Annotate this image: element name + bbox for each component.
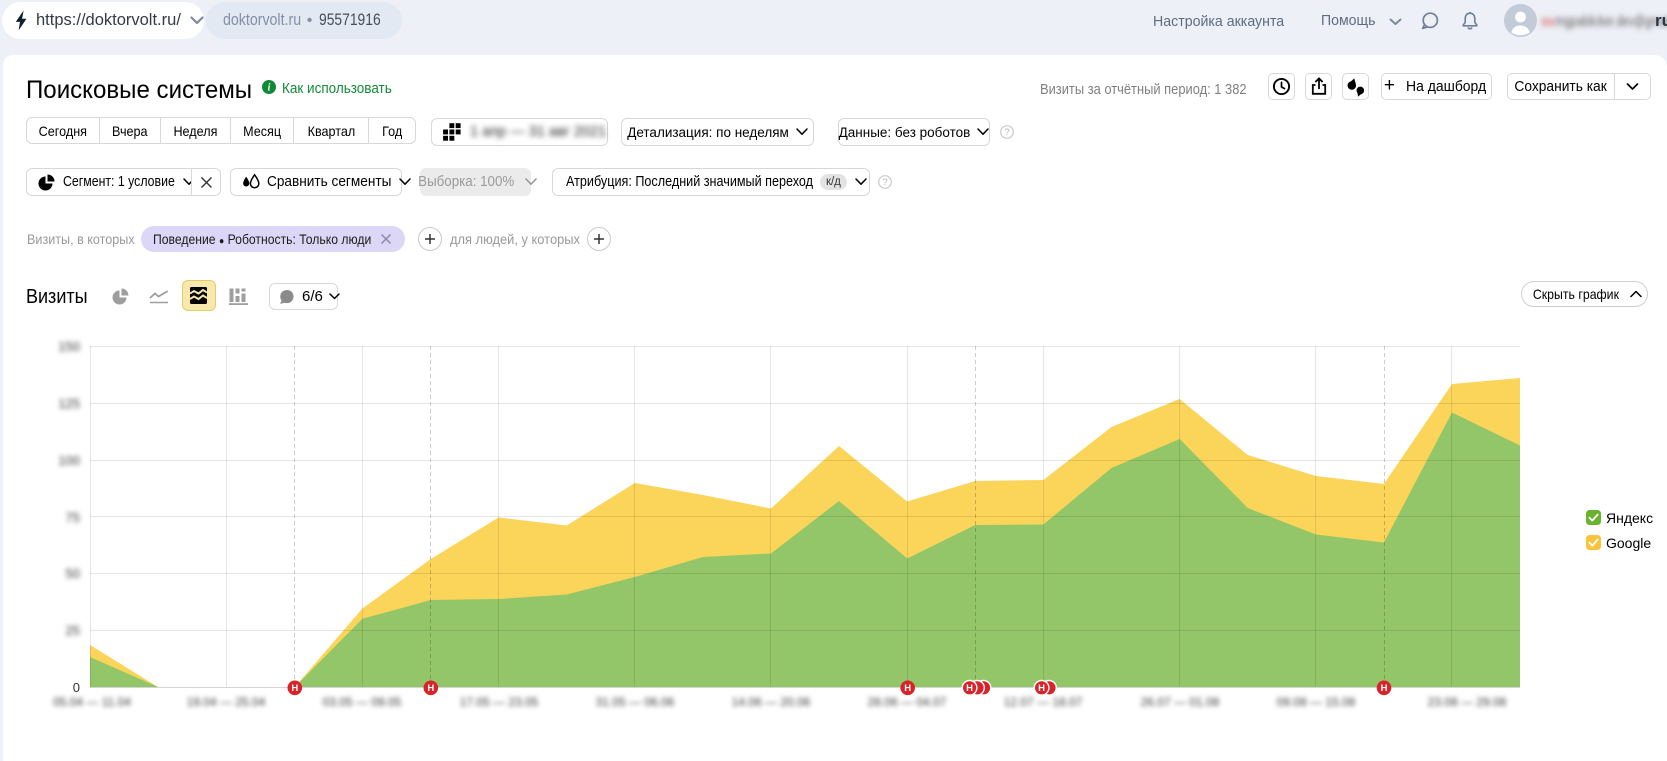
svg-text:Н: Н <box>427 683 434 694</box>
svg-text:?: ? <box>882 177 887 188</box>
svg-text:i: i <box>268 83 271 94</box>
svg-text:?: ? <box>1004 127 1009 138</box>
svg-text:Н: Н <box>291 683 298 694</box>
svg-text:Н: Н <box>1038 683 1045 694</box>
svg-text:Н: Н <box>1381 683 1388 694</box>
svg-text:Н: Н <box>966 683 973 694</box>
svg-text:Н: Н <box>904 683 911 694</box>
